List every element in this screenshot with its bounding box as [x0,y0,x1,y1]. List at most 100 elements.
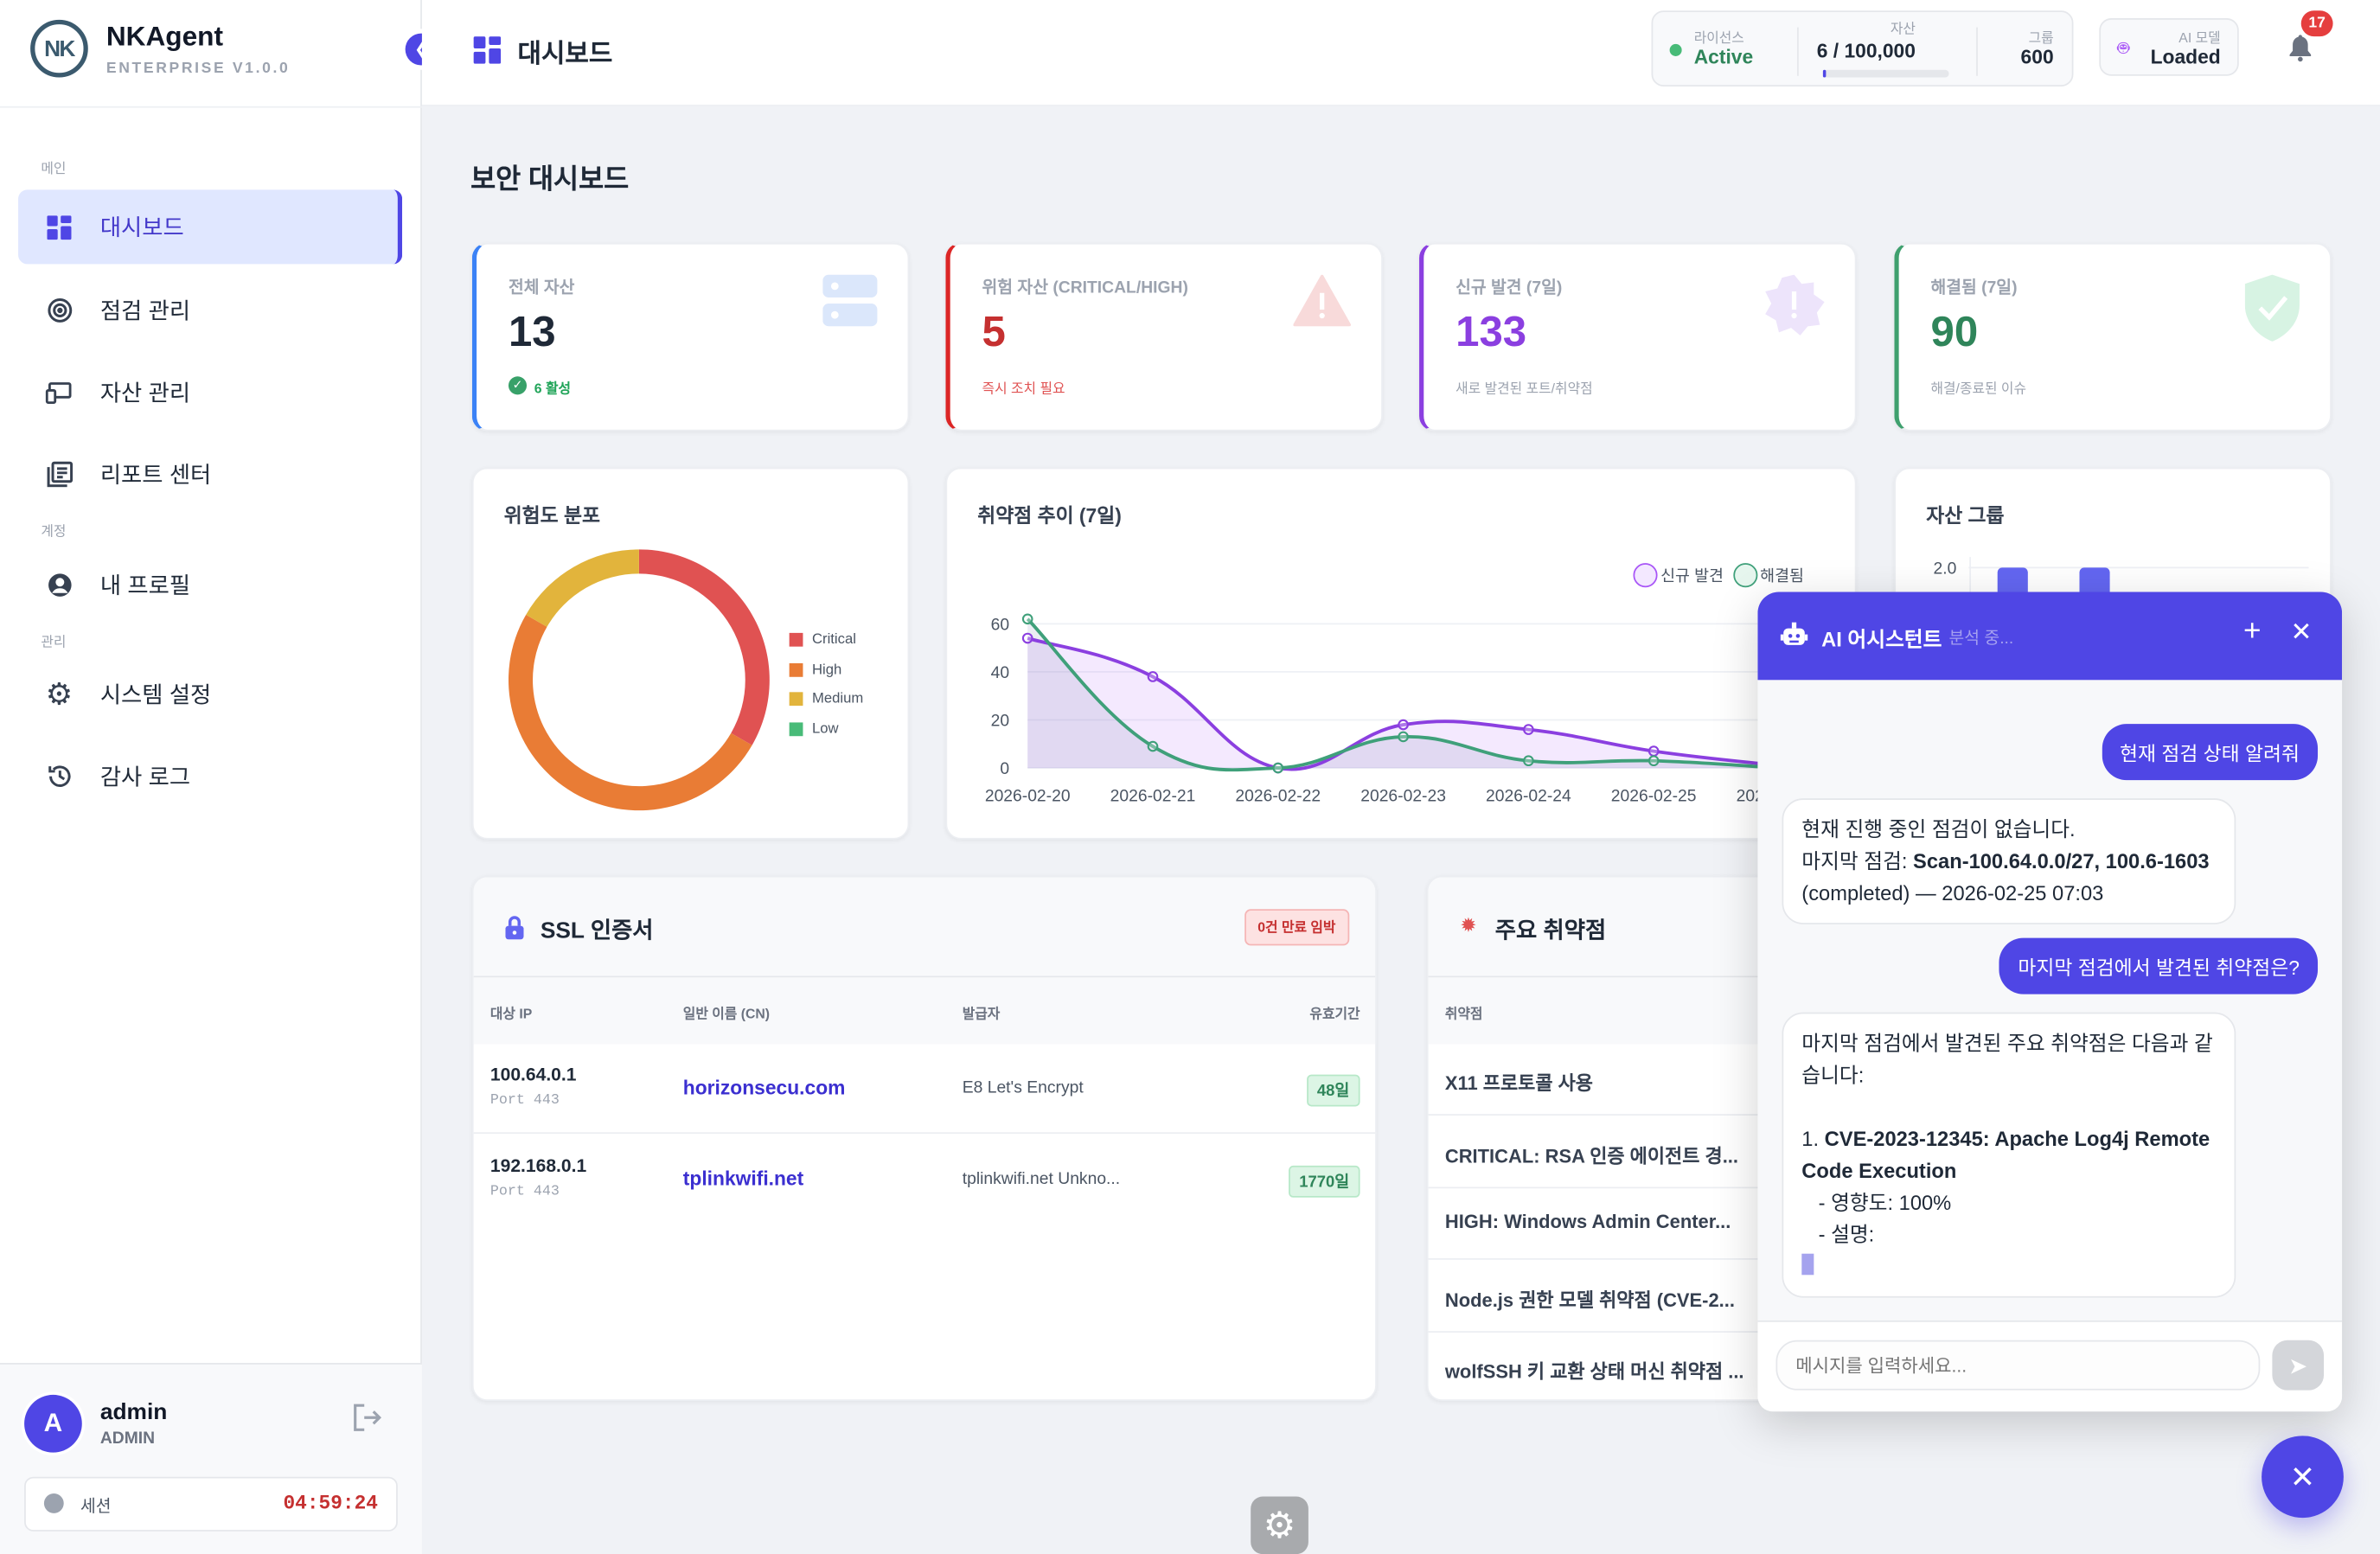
table-row[interactable]: 100.64.0.1 Port 443 horizonsecu.com E8 L… [473,1045,1376,1135]
x-tick-label: 2026-02-22 [1235,788,1321,806]
lock-icon [505,915,524,947]
data-point[interactable] [1021,632,1033,644]
donut-slice-high[interactable] [508,614,752,811]
table-row[interactable]: 192.168.0.1 Port 443 tplinkwifi.net tpli… [474,1135,1376,1225]
stat-label: 신규 발견 (7일) [1456,278,1563,297]
app-edition: ENTERPRISE V1.0.0 [106,61,291,78]
typing-cursor [1801,1253,1814,1276]
chat-input-area: ➤ [1757,1320,2343,1412]
card-title: SSL 인증서 [540,918,654,944]
session-label: 세션 [80,1498,112,1517]
stat-sub: 새로 발견된 포트/취약점 [1456,381,1593,397]
stat-label: 전체 자산 [508,278,575,297]
sidebar-item-dashboard[interactable]: 대시보드 [18,189,403,265]
card-title: 위험도 분포 [503,503,601,528]
vuln-trend-chart: 0 20 40 60 2026-02-20 2026-02-21 2026-02-22 202… [985,613,1855,806]
stat-value: 5 [982,308,1006,355]
message-line: 현재 진행 중인 점검이 없습니다. [1801,817,2076,841]
vuln-title: Node.js 권한 모델 취약점 (CVE-2... [1444,1289,1735,1311]
stat-card-new-findings[interactable]: 신규 발견 (7일) 133 새로 발견된 포트/취약점 [1419,242,1857,432]
send-button[interactable]: ➤ [2272,1340,2325,1391]
maintenance-gear-button[interactable]: ⚙ [1251,1496,1308,1554]
ai-model-status-text: Loaded [2150,45,2221,68]
assistant-message: 마지막 점검에서 발견된 주요 취약점은 다음과 같습니다: 1. CVE-20… [1782,1012,2236,1298]
donut-slice-critical[interactable] [638,549,770,745]
data-point[interactable] [1147,740,1159,752]
sidebar-item-settings[interactable]: ⚙ 시스템 설정 [18,657,402,732]
server-icon [822,274,878,334]
gear-icon: ⚙ [45,678,74,713]
data-point[interactable] [1398,731,1409,743]
data-point[interactable] [1647,755,1660,767]
series-line-new [1027,636,1780,771]
data-point[interactable] [1021,613,1033,625]
donut-slice-medium[interactable] [526,549,639,627]
legend-item-critical[interactable]: Critical [789,625,864,655]
sidebar-item-assets[interactable]: 자산 관리 [18,355,402,430]
legend-swatch [789,633,803,648]
data-point[interactable] [1272,762,1284,774]
bell-icon[interactable] [2287,34,2313,70]
legend-item-medium[interactable]: Medium [789,685,864,714]
chat-header: AI 어시스턴트 분석 중... + ✕ [1757,592,2343,681]
sidebar-item-scans[interactable]: 점검 관리 [18,273,402,348]
data-point[interactable] [1398,719,1409,731]
stat-card-total-assets[interactable]: 전체 자산 13 ✓ 6 활성 [471,242,910,432]
data-point[interactable] [1647,745,1660,757]
table-row[interactable]: wolfSSH 키 교환 상태 머신 취약점 ... [1429,1333,2331,1399]
close-chat-button[interactable]: ✕ [2290,617,2313,647]
devices-icon [45,379,74,406]
y-tick-label: 2.0 [1933,560,1956,578]
robot-icon: 🤖︎ [2117,36,2130,60]
license-status-panel: 라이선스 Active 자산 6 / 100,000 그룹 600 [1651,10,2074,87]
vuln-title: HIGH: Windows Admin Center... [1444,1211,1731,1233]
ssl-table-header: 대상 IP 일반 이름 (CN) 발급자 유효기간 [473,977,1376,1045]
logout-icon[interactable] [352,1404,382,1438]
stat-label: 해결됨 (7일) [1930,278,2018,297]
check-circle-icon: ✓ [508,376,528,395]
stat-value: 133 [1456,308,1527,355]
legend-item-high[interactable]: High [789,655,864,684]
grid-icon [46,214,74,241]
stat-card-risk-assets[interactable]: 위험 자산 (CRITICAL/HIGH) 5 즉시 조치 필요 [945,242,1383,432]
sidebar-item-profile[interactable]: 내 프로필 [18,548,402,623]
data-point[interactable] [1147,671,1159,682]
shield-check-icon [2244,274,2300,349]
x-tick-label: 2026-02-24 [1486,788,1571,806]
history-icon [46,763,74,790]
user-role: ADMIN [99,1429,156,1448]
data-point[interactable] [1523,724,1534,735]
new-chat-button[interactable]: + [2243,614,2262,649]
page-title: 보안 대시보드 [470,163,630,195]
legend-label-new[interactable]: 신규 발견 [1660,566,1724,585]
stat-card-resolved[interactable]: 해결됨 (7일) 90 해결/종료된 이슈 [1894,242,2332,432]
stopwatch-icon [43,1493,64,1513]
page-header-title: 대시보드 [517,39,613,68]
data-point[interactable] [1523,755,1534,767]
avatar: A [24,1394,82,1453]
column-header: 유효기간 [1309,1006,1360,1022]
legend-label: Medium [811,691,864,708]
chat-message-input[interactable] [1775,1340,2261,1391]
common-name-link[interactable]: horizonsecu.com [682,1076,846,1099]
ai-model-label: AI 모델 [2178,30,2221,46]
card-title: 자산 그룹 [1926,503,2005,528]
common-name-link[interactable]: tplinkwifi.net [682,1167,804,1190]
logo-text: NK [44,35,75,62]
user-message: 마지막 점검에서 발견된 취약점은? [1999,937,2319,994]
assistant-message: 현재 진행 중인 점검이 없습니다. 마지막 점검: Scan-100.64.0… [1782,798,2236,924]
x-tick-label: 2026-02-20 [985,788,1071,806]
x-tick-label: 2026-02-25 [1611,788,1697,806]
legend-swatch [789,721,803,736]
sidebar-item-reports[interactable]: 리포트 센터 [18,437,402,511]
section-account: 계정 [41,523,67,540]
legend-item-low[interactable]: Low [789,714,864,744]
sidebar-item-audit-log[interactable]: 감사 로그 [18,739,402,814]
notification-badge: 17 [2300,10,2333,37]
report-icon [46,461,74,489]
issuer: E8 Let's Encrypt [962,1078,1084,1097]
chat-toggle-button[interactable]: ✕ [2262,1436,2344,1519]
stat-value: 13 [508,308,556,355]
sidebar-item-label: 대시보드 [99,215,184,242]
legend-label-resolved[interactable]: 해결됨 [1760,566,1805,585]
